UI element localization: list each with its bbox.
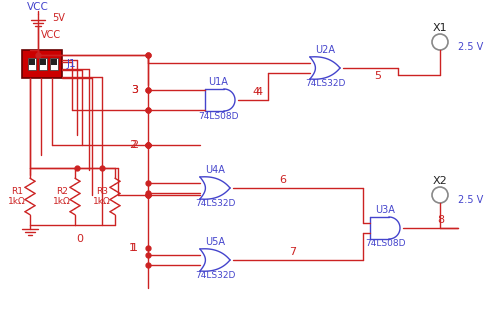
Text: 0: 0 bbox=[76, 234, 84, 244]
Text: 5: 5 bbox=[374, 71, 382, 81]
Text: 1: 1 bbox=[129, 243, 136, 253]
Text: X2: X2 bbox=[432, 176, 448, 186]
Bar bbox=[29, 59, 35, 65]
Text: 3: 3 bbox=[131, 85, 138, 95]
Text: X1: X1 bbox=[432, 23, 448, 33]
Text: 74LS32D: 74LS32D bbox=[195, 198, 235, 207]
Text: R1
1kΩ: R1 1kΩ bbox=[8, 187, 26, 206]
Text: 74LS08D: 74LS08D bbox=[198, 111, 238, 120]
Bar bbox=[22, 50, 62, 78]
Text: 4: 4 bbox=[256, 87, 263, 97]
Text: 6: 6 bbox=[280, 175, 286, 185]
Text: 74LS32D: 74LS32D bbox=[195, 270, 235, 279]
Bar bbox=[50, 58, 58, 70]
Text: U2A: U2A bbox=[315, 45, 335, 55]
Text: J1: J1 bbox=[67, 59, 76, 69]
Text: U3A: U3A bbox=[375, 205, 395, 215]
Text: 4: 4 bbox=[252, 87, 260, 97]
Text: U4A: U4A bbox=[205, 165, 225, 175]
Text: 3: 3 bbox=[131, 85, 138, 95]
Text: 2: 2 bbox=[129, 140, 136, 150]
Text: VCC: VCC bbox=[27, 2, 49, 12]
Text: 2.5 V: 2.5 V bbox=[458, 42, 483, 52]
Text: U1A: U1A bbox=[208, 77, 228, 87]
Text: 7: 7 bbox=[290, 247, 296, 257]
Text: 2: 2 bbox=[131, 140, 138, 150]
Text: VCC: VCC bbox=[41, 30, 61, 40]
Text: 2.5 V: 2.5 V bbox=[458, 195, 483, 205]
Text: 8: 8 bbox=[438, 215, 444, 225]
Text: 74LS32D: 74LS32D bbox=[305, 79, 345, 88]
Text: R3
1kΩ: R3 1kΩ bbox=[93, 187, 111, 206]
Bar bbox=[40, 59, 46, 65]
Text: U5A: U5A bbox=[205, 237, 225, 247]
Text: 5V: 5V bbox=[52, 13, 65, 23]
Text: R2
1kΩ: R2 1kΩ bbox=[53, 187, 71, 206]
Bar bbox=[39, 58, 47, 70]
Bar bbox=[28, 58, 36, 70]
Text: 1: 1 bbox=[131, 243, 138, 253]
Bar bbox=[51, 59, 57, 65]
Text: 74LS08D: 74LS08D bbox=[365, 240, 405, 249]
